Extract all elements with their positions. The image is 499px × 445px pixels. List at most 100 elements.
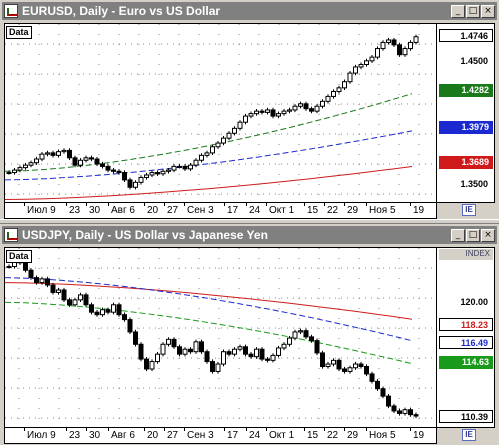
candle-body — [144, 358, 149, 370]
moving-average-line — [4, 93, 413, 172]
maximize-button[interactable]: □ — [466, 228, 480, 242]
minimize-button[interactable]: _ — [451, 228, 465, 242]
candle-body — [122, 314, 127, 321]
time-axis-tick — [24, 203, 25, 206]
candle-body — [28, 269, 34, 279]
time-axis-label: 29 — [347, 205, 359, 216]
time-axis-label: 29 — [347, 430, 359, 441]
time-axis-tick — [266, 428, 267, 431]
ma-green-price-label: 114.63 — [439, 356, 493, 369]
candle-body — [12, 169, 17, 174]
candle-body — [182, 165, 188, 170]
candle-body — [155, 353, 160, 363]
eurusd-window-title: EURUSD, Daily - Euro vs US Dollar — [22, 4, 221, 18]
time-axis-label: 17 — [227, 205, 239, 216]
candle-body — [221, 351, 226, 365]
chart-corner-button[interactable]: IE — [462, 204, 476, 216]
usdjpy-title-bar[interactable]: USDJPY, Daily - US Dollar vs Japanese Ye… — [2, 226, 497, 244]
usdjpy-time-axis: Июл 9 23 30 Авг 6 20 27 Сен 3 17 24 Окт 1 15 22 29 Но… — [4, 428, 437, 444]
ma-blue-price-label: 1.3979 — [439, 121, 493, 134]
candle-body — [210, 361, 215, 372]
time-axis-label: Ноя 5 — [369, 430, 396, 441]
candle-body — [408, 409, 413, 416]
candle-body — [182, 348, 188, 355]
candle-body — [127, 179, 133, 188]
candle-body — [303, 103, 309, 110]
candle-body — [237, 121, 243, 129]
candle-body — [248, 353, 254, 358]
candle-body — [375, 48, 380, 58]
time-axis-label: Сен 3 — [187, 430, 214, 441]
chart-corner-button[interactable]: IE — [462, 429, 476, 441]
time-axis-tick — [410, 203, 411, 206]
candle-body — [314, 105, 320, 112]
time-axis-label: Авг 6 — [111, 205, 135, 216]
time-axis-tick — [24, 428, 25, 431]
eurusd-price-axis: 1.4746 1.4500 1.4282 1.3979 1.3689 1.350… — [437, 23, 495, 203]
time-axis-tick — [144, 428, 145, 431]
time-axis-tick — [66, 428, 67, 431]
candle-body — [325, 363, 331, 368]
candle-body — [193, 159, 199, 166]
eurusd-time-axis: Июл 9 23 30 Авг 6 20 27 Сен 3 17 24 Окт 1 15 22 29 Но… — [4, 203, 437, 219]
eurusd-chart-window[interactable]: EURUSD, Daily - Euro vs US Dollar _ □ × … — [0, 0, 499, 220]
candle-body — [188, 164, 193, 170]
candle-body — [386, 39, 391, 43]
candle-body — [303, 330, 309, 338]
candle-body — [39, 278, 45, 284]
eurusd-title-bar[interactable]: EURUSD, Daily - Euro vs US Dollar _ □ × — [2, 2, 497, 20]
maximize-button[interactable]: □ — [466, 4, 480, 18]
time-axis-label: 27 — [167, 205, 179, 216]
minimize-button[interactable]: _ — [451, 4, 465, 18]
time-axis-tick — [224, 203, 225, 206]
time-axis-tick — [366, 428, 367, 431]
candle-body — [320, 100, 325, 107]
candle-body — [336, 87, 342, 93]
candle-body — [199, 341, 204, 353]
candle-body — [28, 162, 34, 166]
candle-body — [204, 152, 210, 156]
candle-body — [72, 299, 78, 306]
time-axis-tick — [66, 203, 67, 206]
candle-body — [155, 172, 160, 175]
price-tick-label: 120.00 — [460, 297, 488, 307]
usdjpy-window-title: USDJPY, Daily - US Dollar vs Japanese Ye… — [22, 228, 268, 242]
usdjpy-chart-window[interactable]: USDJPY, Daily - US Dollar vs Japanese Ye… — [0, 224, 499, 445]
moving-average-line — [4, 130, 413, 181]
current-price-label: 1.4746 — [439, 29, 493, 42]
close-button[interactable]: × — [481, 228, 495, 242]
candle-body — [281, 110, 287, 115]
time-axis-tick — [304, 428, 305, 431]
candle-body — [100, 309, 105, 316]
candle-body — [276, 113, 281, 117]
window-separator[interactable] — [0, 219, 499, 224]
close-button[interactable]: × — [481, 4, 495, 18]
candle-body — [347, 72, 353, 83]
time-axis-tick — [164, 203, 165, 206]
index-label: INDEX — [439, 249, 493, 260]
candle-body — [254, 110, 259, 115]
usdjpy-plot-area[interactable] — [4, 247, 437, 428]
candle-body — [298, 330, 303, 333]
ma-red-price-label: 118.23 — [439, 318, 493, 331]
candle-body — [34, 277, 39, 284]
time-axis-label: Авг 6 — [111, 430, 135, 441]
candle-body — [171, 165, 177, 171]
candle-body — [276, 347, 281, 356]
candle-body — [243, 115, 248, 123]
candle-body — [105, 165, 111, 171]
eurusd-plot-area[interactable] — [4, 23, 437, 203]
candle-body — [199, 154, 204, 161]
candle-body — [364, 366, 369, 375]
time-axis-label: 19 — [413, 430, 425, 441]
candle-body — [160, 170, 166, 175]
time-axis-label: 17 — [227, 430, 239, 441]
candle-body — [67, 149, 72, 159]
candle-body — [39, 153, 45, 160]
candle-body — [23, 164, 28, 169]
time-axis-tick — [324, 428, 325, 431]
candle-body — [287, 109, 292, 112]
candle-body — [298, 103, 303, 107]
candle-body — [61, 149, 67, 153]
candle-body — [320, 352, 325, 368]
